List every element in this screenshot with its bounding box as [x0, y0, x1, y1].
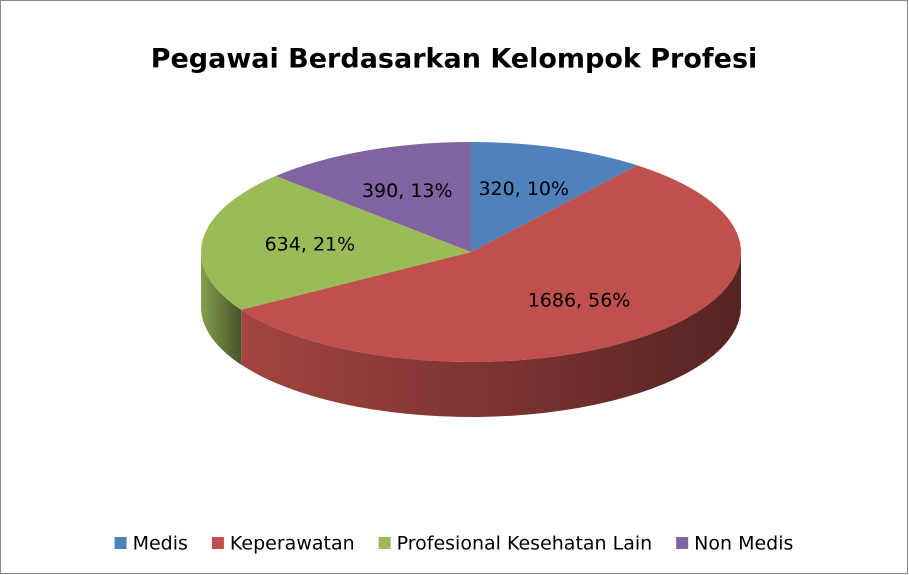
legend-swatch [211, 537, 224, 549]
legend-swatch [114, 537, 127, 549]
legend-label: Non Medis [694, 533, 793, 555]
legend-label: Keperawatan [230, 533, 355, 555]
legend-label: Profesional Kesehatan Lain [397, 533, 653, 555]
legend-label: Medis [133, 533, 188, 555]
legend-swatch [378, 537, 391, 549]
data-label: 390, 13% [362, 180, 453, 202]
slice [241, 165, 742, 362]
data-label: 634, 21% [265, 234, 356, 256]
data-label: 320, 10% [478, 178, 569, 200]
data-label: 1686, 56% [528, 290, 631, 312]
slice [275, 142, 471, 252]
slice [471, 142, 638, 252]
slice [201, 176, 472, 310]
legend-swatch [676, 537, 689, 549]
chart-title: Pegawai Berdasarkan Kelompok Profesi [151, 44, 758, 75]
slice-side [201, 252, 242, 365]
slice-side [241, 252, 741, 417]
